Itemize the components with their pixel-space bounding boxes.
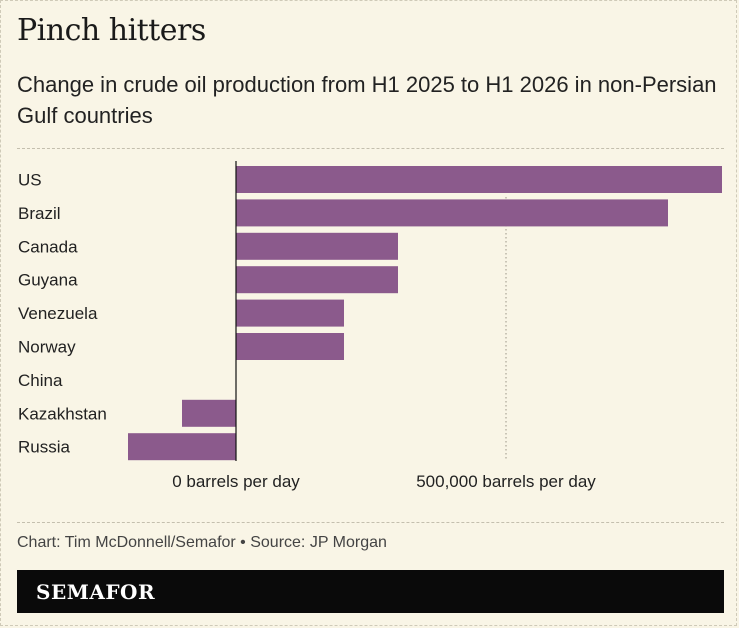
bar-us [236, 166, 722, 193]
bottom-divider [17, 522, 724, 523]
chart-credit: Chart: Tim McDonnell/Semafor • Source: J… [17, 534, 387, 551]
category-label-norway: Norway [18, 338, 76, 357]
bar-brazil [236, 199, 668, 227]
category-label-kazakhstan: Kazakhstan [18, 404, 107, 423]
category-label-guyana: Guyana [18, 271, 78, 290]
bar-kazakhstan [182, 399, 236, 427]
bar-venezuela [236, 299, 344, 327]
x-tick-label-0: 0 barrels per day [172, 472, 300, 491]
brand-logo: SEMAFOR [36, 580, 156, 604]
bar-russia [128, 433, 236, 461]
chart-subtitle: Change in crude oil production from H1 2… [17, 72, 717, 128]
bar-norway [236, 333, 344, 360]
category-label-us: US [18, 171, 42, 190]
category-label-canada: Canada [18, 237, 78, 256]
category-label-venezuela: Venezuela [18, 304, 98, 323]
chart-title: Pinch hitters [17, 13, 206, 48]
brand-bar: SEMAFOR [17, 570, 724, 613]
top-divider [17, 148, 724, 149]
bar-canada [236, 232, 398, 260]
category-label-brazil: Brazil [18, 204, 61, 223]
bar-guyana [236, 266, 398, 294]
category-label-russia: Russia [18, 438, 71, 457]
bar-chart: US Brazil Canada Guyana Venezuela Norway China… [18, 161, 722, 491]
x-tick-label-1: 500,000 barrels per day [416, 472, 596, 491]
category-label-china: China [18, 371, 63, 390]
